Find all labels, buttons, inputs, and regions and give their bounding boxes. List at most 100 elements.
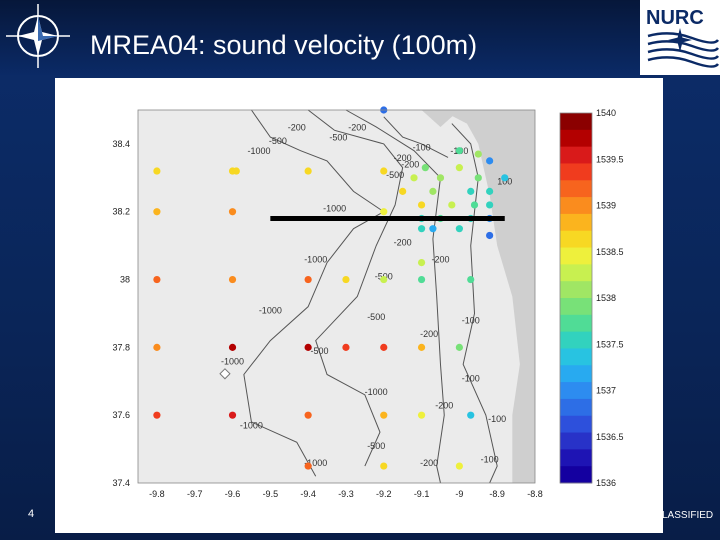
map-background <box>138 110 535 483</box>
station-point <box>470 201 479 209</box>
colorbar-segment <box>560 197 592 215</box>
station-point <box>486 231 494 240</box>
chart-panel: -100-200-500-1000-200-500-1000-1000-1000… <box>55 78 663 533</box>
colorbar-label: 1537 <box>596 386 616 396</box>
colorbar-segment <box>560 264 592 282</box>
station-point <box>417 275 426 284</box>
x-tick-label: -9.4 <box>300 489 316 499</box>
y-tick-label: 38.2 <box>112 207 130 217</box>
station-point <box>455 225 463 233</box>
contour-label: -200 <box>348 122 366 132</box>
y-tick-label: 37.6 <box>112 410 130 420</box>
station-point <box>486 157 494 165</box>
contour-label: -200 <box>435 400 453 410</box>
station-point <box>410 174 418 182</box>
colorbar-segment <box>560 331 592 349</box>
x-tick-label: -9.7 <box>187 489 203 499</box>
station-point <box>153 275 161 284</box>
contour-label: -100 <box>481 455 499 465</box>
station-point <box>232 167 240 175</box>
contour-line-0 <box>243 109 385 477</box>
station-point <box>448 201 456 209</box>
colorbar-segment <box>560 365 592 383</box>
station-point <box>417 258 426 267</box>
contour-label: -1000 <box>304 255 327 265</box>
colorbar-segment <box>560 180 592 198</box>
station-point <box>455 462 463 470</box>
colorbar-frame <box>559 112 593 484</box>
contour-line-3 <box>451 123 498 484</box>
y-tick-label: 37.4 <box>112 478 130 488</box>
station-point <box>474 174 482 182</box>
contour-label: -500 <box>367 441 385 451</box>
station-point <box>228 343 237 351</box>
x-tick-label: -9.8 <box>149 489 165 499</box>
contour-label: -100 <box>413 143 431 153</box>
contour-label: 100 <box>497 177 512 187</box>
station-point <box>486 187 494 195</box>
colorbar-segment <box>560 146 592 164</box>
station-point <box>153 411 161 419</box>
colorbar-segment <box>560 432 592 450</box>
bathymetry-contours <box>219 109 498 484</box>
contour-label: -1000 <box>259 305 282 315</box>
land-area <box>440 110 535 483</box>
contour-line-4 <box>383 116 449 158</box>
contour-label: -1000 <box>304 458 327 468</box>
contour-label: -1000 <box>221 356 244 366</box>
x-tick-label: -9.5 <box>263 489 279 499</box>
station-point <box>417 225 426 233</box>
colorbar-segment <box>560 466 592 484</box>
colorbar-label: 1540 <box>596 108 616 118</box>
contour-label: -500 <box>269 136 287 146</box>
colorbar-segment <box>560 129 592 148</box>
station-point <box>380 167 388 175</box>
station-point <box>304 462 312 470</box>
colorbar-segment <box>560 449 592 467</box>
contour-label: -1000 <box>365 387 388 397</box>
nato-star-logo-icon <box>6 4 70 68</box>
station-point <box>455 147 463 155</box>
station-point <box>380 343 388 351</box>
colorbar-segment <box>560 113 592 131</box>
contour-label: -1000 <box>247 146 270 156</box>
page-number: 4 <box>28 508 35 520</box>
nurc-logo-graphic-icon: NURC <box>646 7 720 68</box>
colorbar-segment <box>560 314 592 333</box>
colorbar-segment <box>560 382 592 400</box>
station-point <box>304 343 312 351</box>
colorbar-segment <box>560 348 592 366</box>
station-point <box>153 208 161 216</box>
nurc-logo: NURC <box>640 0 720 75</box>
colorbar-segment <box>560 247 592 265</box>
contour-label: -200 <box>401 160 419 170</box>
y-tick-label: 38 <box>120 275 130 285</box>
nurc-logo-text: NURC <box>646 7 704 29</box>
station-point <box>417 201 426 209</box>
station-point <box>467 411 475 419</box>
y-tick-label: 37.8 <box>112 342 130 352</box>
contour-line-2 <box>345 109 445 484</box>
contour-label: -500 <box>386 170 404 180</box>
y-tick-label: 38.4 <box>112 139 130 149</box>
classification-label: LASSIFIED <box>662 510 714 521</box>
colorbar-label: 1536 <box>596 478 616 488</box>
station-point <box>421 164 429 172</box>
station-point <box>486 201 494 209</box>
colorbar-label: 1538 <box>596 293 616 303</box>
station-point <box>455 343 463 351</box>
contour-label: -200 <box>420 458 438 468</box>
map-axes: -9.8 -9.7 -9.6 -9.5 -9.4 -9.3 -9.2 -9.1 -9 -8.9 -8… <box>112 109 543 499</box>
x-tick-label: -9.2 <box>376 489 392 499</box>
station-point <box>429 225 437 233</box>
colorbar-label: 1539 <box>596 201 616 211</box>
contour-label: -200 <box>394 153 412 163</box>
station-point <box>228 275 237 284</box>
station-point <box>467 275 475 284</box>
contour-label: -100 <box>462 316 480 326</box>
colorbar-segment <box>560 230 592 249</box>
station-point <box>467 187 475 195</box>
contour-label: -200 <box>420 329 438 339</box>
colorbar-label: 1538.5 <box>596 247 624 257</box>
